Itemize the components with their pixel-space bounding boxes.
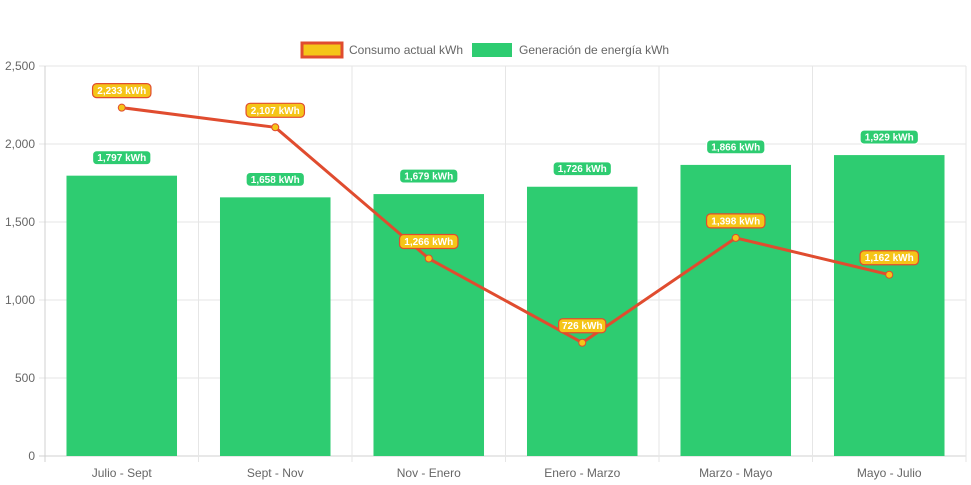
bar-data-label: 1,929 kWh bbox=[865, 133, 914, 144]
bars bbox=[66, 155, 945, 457]
grid bbox=[39, 65, 967, 462]
y-tick-label: 1,000 bbox=[5, 293, 35, 307]
bar-data-label: 1,866 kWh bbox=[711, 142, 760, 153]
legend-swatch-consumo[interactable] bbox=[300, 41, 344, 59]
bar[interactable] bbox=[833, 155, 945, 457]
x-tick-label: Julio - Sept bbox=[92, 466, 153, 480]
bar-data-label-box bbox=[91, 150, 152, 166]
line-data-label-box bbox=[705, 213, 766, 229]
bar[interactable] bbox=[680, 164, 792, 457]
axes: 0 500 1,000 1,500 2,000 2,500 Julio - Sept Sept… bbox=[5, 59, 922, 480]
bar[interactable] bbox=[373, 194, 485, 457]
line-point[interactable] bbox=[271, 123, 280, 132]
line-point[interactable] bbox=[424, 254, 433, 263]
line-data-label: 2,233 kWh bbox=[97, 86, 146, 97]
x-tick-label: Mayo - Julio bbox=[857, 466, 922, 480]
line-data-label-box bbox=[91, 83, 152, 99]
y-tick-label: 500 bbox=[15, 371, 35, 385]
bar-data-label-box bbox=[398, 168, 459, 184]
legend-swatch-generacion[interactable] bbox=[472, 43, 512, 57]
line-point[interactable] bbox=[117, 103, 126, 112]
line-point[interactable] bbox=[578, 338, 587, 347]
line-series bbox=[117, 103, 894, 347]
line-data-label: 1,398 kWh bbox=[711, 216, 760, 227]
bar-data-label: 1,726 kWh bbox=[558, 164, 607, 175]
line-data-label-box bbox=[398, 233, 459, 250]
y-tick-label: 0 bbox=[28, 449, 35, 463]
legend-label-consumo[interactable]: Consumo actual kWh bbox=[349, 43, 463, 57]
line-data-label: 1,266 kWh bbox=[404, 237, 453, 248]
line-point[interactable] bbox=[885, 270, 894, 279]
x-tick-label: Sept - Nov bbox=[247, 466, 304, 480]
line-data-label: 726 kWh bbox=[562, 321, 603, 332]
line-data-label-box bbox=[859, 250, 920, 266]
line-point[interactable] bbox=[731, 233, 740, 242]
line-data-label: 1,162 kWh bbox=[865, 253, 914, 264]
bar-data-label-box bbox=[859, 129, 920, 145]
x-tick-label: Marzo - Mayo bbox=[699, 466, 773, 480]
legend-label-generacion[interactable]: Generación de energía kWh bbox=[519, 43, 669, 57]
data-labels: 1,797 kWh 1,658 kWh 1,679 kWh 1,726 kWh 1,86… bbox=[91, 83, 920, 334]
x-tick-label: Enero - Marzo bbox=[544, 466, 620, 480]
y-tick-label: 1,500 bbox=[5, 215, 35, 229]
bar[interactable] bbox=[219, 197, 331, 457]
x-tick-label: Nov - Enero bbox=[397, 466, 461, 480]
y-tick-label: 2,500 bbox=[5, 59, 35, 73]
bar-data-label-box bbox=[245, 171, 306, 187]
bar-data-label: 1,797 kWh bbox=[97, 153, 146, 164]
line-data-label: 2,107 kWh bbox=[251, 106, 300, 117]
line-data-label-box bbox=[558, 318, 607, 334]
y-tick-label: 2,000 bbox=[5, 137, 35, 151]
line-data-label-box bbox=[245, 102, 306, 118]
bar-data-label: 1,658 kWh bbox=[251, 175, 300, 186]
bar-data-label-box bbox=[705, 139, 766, 155]
legend: Consumo actual kWh Generación de energía… bbox=[300, 41, 669, 59]
bar[interactable] bbox=[66, 175, 178, 456]
bar-data-label: 1,679 kWh bbox=[404, 172, 453, 183]
bar-data-label-box bbox=[552, 161, 613, 177]
line-series-path bbox=[121, 106, 890, 345]
